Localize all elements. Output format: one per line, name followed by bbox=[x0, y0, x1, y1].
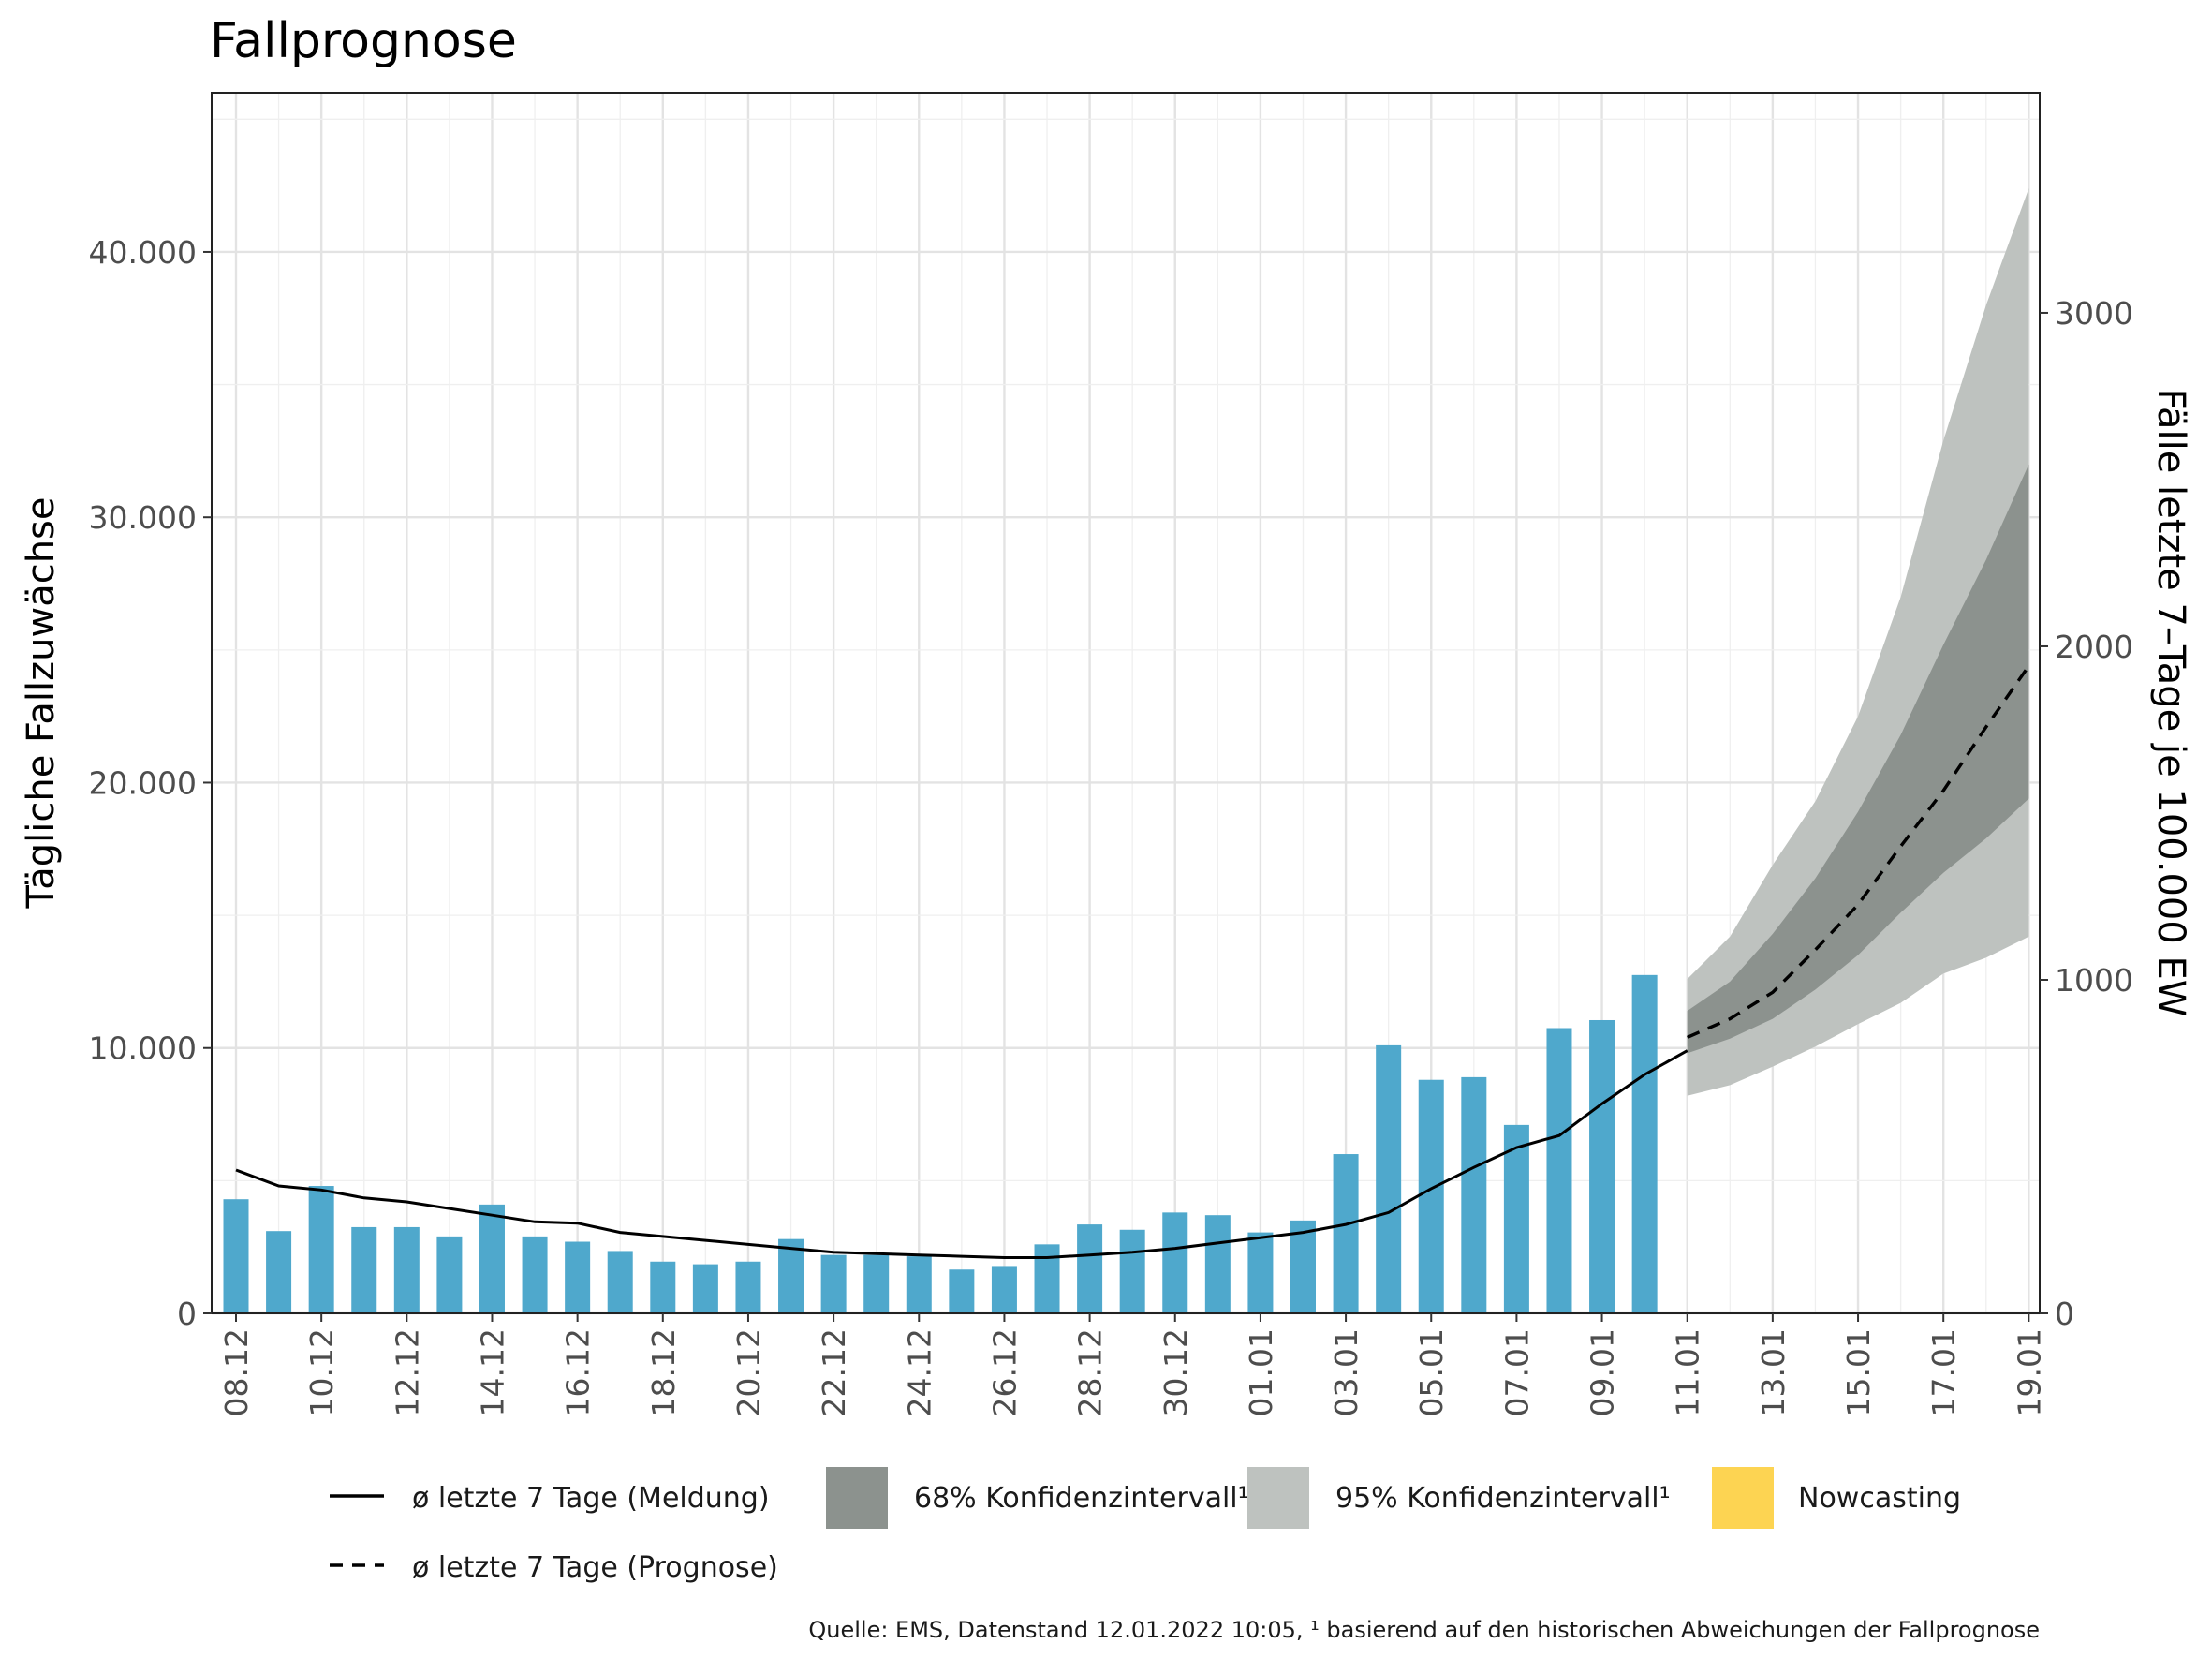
bar bbox=[1290, 1220, 1316, 1313]
axes: 0 10.000 20.000 30.000 40.000 0 1000 2000 3000 08… bbox=[89, 234, 2133, 1417]
y-tick-label: 40.000 bbox=[89, 234, 197, 271]
legend-label-95: 95% Konfidenzintervall¹ bbox=[1335, 1482, 1671, 1515]
bar bbox=[308, 1186, 334, 1313]
bar bbox=[1461, 1076, 1487, 1313]
bar bbox=[479, 1204, 505, 1313]
legend-keys bbox=[330, 1467, 1774, 1567]
x-tick-label: 13.01 bbox=[1755, 1328, 1792, 1416]
bar bbox=[1162, 1212, 1188, 1313]
bar bbox=[1503, 1124, 1529, 1313]
bar bbox=[522, 1236, 548, 1313]
bar bbox=[607, 1251, 633, 1313]
x-tick-label: 15.01 bbox=[1840, 1328, 1877, 1416]
bar bbox=[735, 1261, 761, 1313]
bar bbox=[1418, 1079, 1444, 1313]
x-tick-label: 14.12 bbox=[474, 1328, 510, 1416]
confidence-bands bbox=[1687, 188, 2029, 1096]
bar bbox=[1119, 1229, 1145, 1313]
bar bbox=[863, 1254, 890, 1313]
x-tick-label: 20.12 bbox=[730, 1328, 767, 1416]
chart-title: Fallprognose bbox=[210, 13, 517, 69]
x-tick-label: 19.01 bbox=[2011, 1328, 2047, 1416]
band-68 bbox=[1687, 464, 2029, 1054]
bar bbox=[991, 1266, 1017, 1313]
y-tick-label: 30.000 bbox=[89, 499, 197, 536]
y-tick-label-right: 3000 bbox=[2055, 295, 2133, 332]
y-tick-label: 0 bbox=[177, 1296, 197, 1332]
grid-lines bbox=[212, 93, 2040, 1315]
y-axis-label-right: Fälle letzte 7–Tage je 100.000 EW bbox=[2149, 388, 2192, 1017]
legend-label-prognose: ø letzte 7 Tage (Prognose) bbox=[412, 1551, 778, 1584]
x-tick-label: 05.01 bbox=[1413, 1328, 1450, 1416]
y-tick-label: 20.000 bbox=[89, 764, 197, 801]
y-tick-label-right: 0 bbox=[2055, 1296, 2074, 1332]
x-tick-label: 22.12 bbox=[816, 1328, 852, 1416]
legend-label-68: 68% Konfidenzintervall¹ bbox=[914, 1482, 1249, 1515]
x-tick-label: 03.01 bbox=[1328, 1328, 1364, 1416]
x-tick-label: 24.12 bbox=[901, 1328, 937, 1416]
x-tick-label: 18.12 bbox=[645, 1328, 682, 1416]
y-tick-label: 10.000 bbox=[89, 1030, 197, 1067]
bar bbox=[1376, 1044, 1402, 1313]
legend-label-melding: ø letzte 7 Tage (Meldung) bbox=[412, 1482, 770, 1515]
x-tick-label: 30.12 bbox=[1158, 1328, 1194, 1416]
x-tick-label: 09.01 bbox=[1585, 1328, 1621, 1416]
bar bbox=[778, 1238, 804, 1313]
x-tick-label: 17.01 bbox=[1925, 1328, 1962, 1416]
x-tick-label: 28.12 bbox=[1072, 1328, 1109, 1416]
x-tick-label: 01.01 bbox=[1243, 1328, 1279, 1416]
x-tick-label: 07.01 bbox=[1498, 1328, 1535, 1416]
bar bbox=[223, 1199, 249, 1313]
bar bbox=[820, 1254, 847, 1313]
y-axis-label: Tägliche Fallzuwächse bbox=[20, 496, 63, 909]
x-tick-label: 08.12 bbox=[218, 1328, 255, 1416]
line-prognose bbox=[1687, 664, 2030, 1039]
bar bbox=[266, 1231, 292, 1313]
bar bbox=[692, 1264, 718, 1313]
bar bbox=[1247, 1232, 1274, 1313]
bar bbox=[393, 1226, 420, 1313]
bar bbox=[949, 1269, 975, 1313]
legend-key-95 bbox=[1247, 1467, 1309, 1529]
legend-key-nowcasting bbox=[1712, 1467, 1774, 1529]
bar bbox=[1077, 1224, 1103, 1313]
bar bbox=[351, 1226, 377, 1313]
bar bbox=[1204, 1215, 1231, 1313]
bar-series bbox=[223, 974, 1658, 1313]
bar bbox=[436, 1236, 463, 1313]
x-tick-label: 11.01 bbox=[1670, 1328, 1706, 1416]
line-series bbox=[235, 664, 2030, 1259]
bar bbox=[1631, 974, 1658, 1313]
legend-label-nowcasting: Nowcasting bbox=[1798, 1482, 1961, 1515]
x-tick-label: 16.12 bbox=[560, 1328, 597, 1416]
source-note: Quelle: EMS, Datenstand 12.01.2022 10:05… bbox=[808, 1617, 2040, 1643]
bar bbox=[565, 1241, 591, 1313]
line-melding bbox=[235, 1049, 1688, 1259]
bar bbox=[1589, 1019, 1615, 1313]
x-tick-label: 26.12 bbox=[986, 1328, 1023, 1416]
bar bbox=[650, 1261, 676, 1313]
x-tick-label: 12.12 bbox=[389, 1328, 425, 1416]
x-tick-label: 10.12 bbox=[303, 1328, 340, 1416]
y-tick-label-right: 2000 bbox=[2055, 629, 2133, 665]
bar bbox=[1333, 1154, 1359, 1313]
bar bbox=[1034, 1244, 1060, 1313]
bar bbox=[906, 1256, 932, 1313]
legend-key-68 bbox=[826, 1467, 888, 1529]
bar bbox=[1546, 1028, 1572, 1313]
y-tick-label-right: 1000 bbox=[2055, 962, 2133, 999]
panel-border bbox=[211, 92, 2041, 1314]
